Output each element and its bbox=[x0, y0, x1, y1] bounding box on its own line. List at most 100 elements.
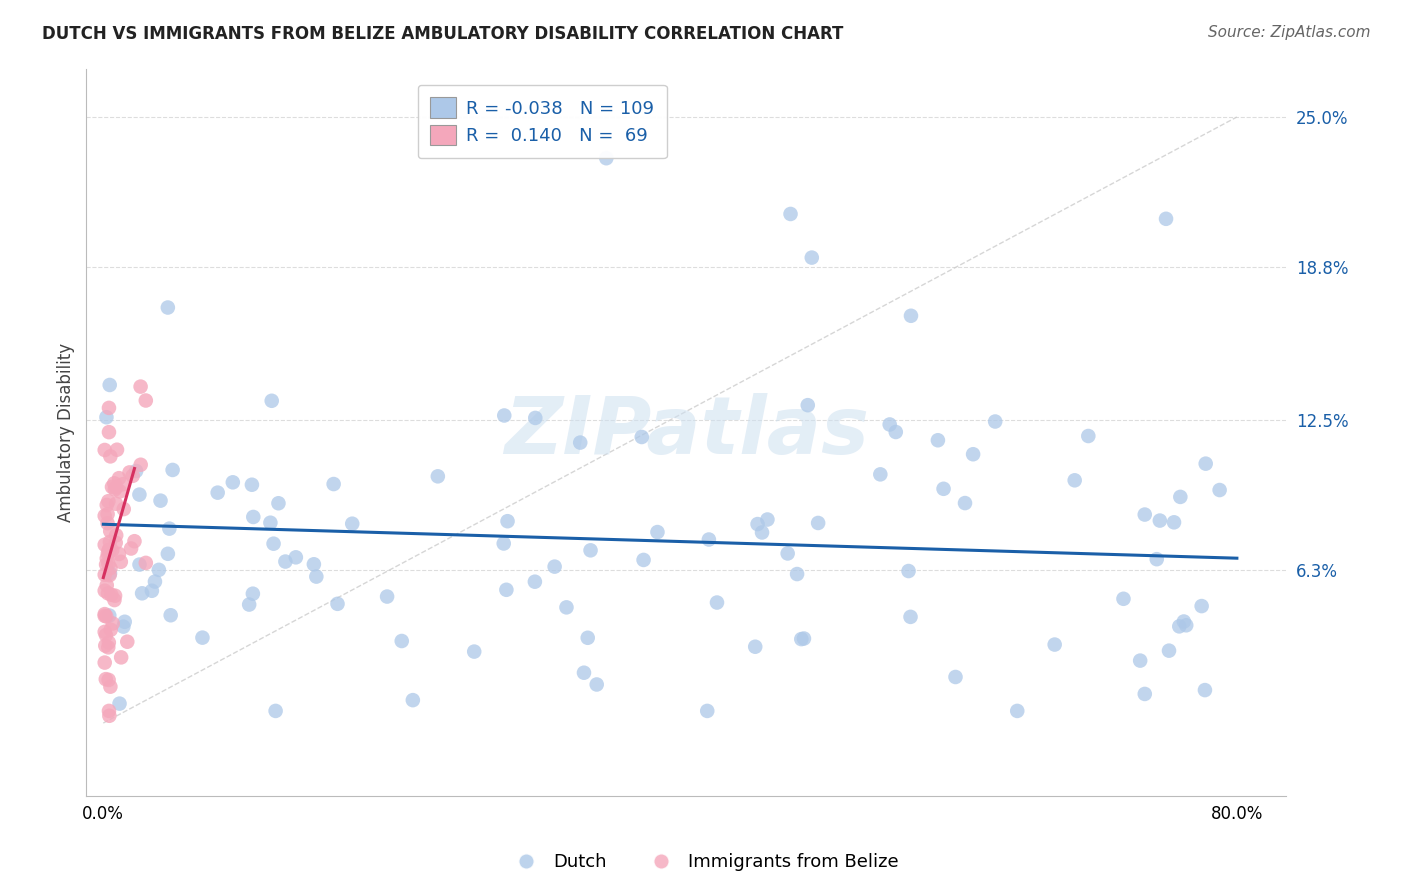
Point bbox=[463, 644, 485, 658]
Point bbox=[101, 480, 124, 494]
Point bbox=[1133, 687, 1156, 701]
Point bbox=[1208, 483, 1230, 497]
Point bbox=[744, 640, 766, 654]
Point bbox=[779, 207, 801, 221]
Point bbox=[101, 616, 124, 631]
Point bbox=[259, 516, 281, 530]
Point bbox=[1173, 615, 1195, 629]
Point bbox=[402, 693, 425, 707]
Point bbox=[242, 587, 264, 601]
Point bbox=[1146, 552, 1168, 566]
Point bbox=[103, 476, 125, 491]
Point bbox=[97, 543, 120, 558]
Y-axis label: Ambulatory Disability: Ambulatory Disability bbox=[58, 343, 75, 522]
Point bbox=[630, 430, 652, 444]
Point bbox=[94, 558, 117, 572]
Point bbox=[807, 516, 830, 530]
Point bbox=[97, 586, 120, 600]
Point bbox=[108, 547, 131, 561]
Point bbox=[101, 543, 124, 558]
Point bbox=[141, 583, 163, 598]
Point bbox=[128, 558, 150, 572]
Point bbox=[94, 628, 117, 642]
Point bbox=[104, 483, 127, 497]
Point bbox=[1191, 599, 1213, 613]
Point bbox=[98, 545, 121, 559]
Point bbox=[157, 522, 180, 536]
Point bbox=[1112, 591, 1135, 606]
Point bbox=[97, 704, 120, 718]
Point bbox=[156, 301, 179, 315]
Point bbox=[129, 458, 152, 472]
Point bbox=[96, 516, 118, 530]
Point bbox=[97, 543, 120, 558]
Point bbox=[706, 595, 728, 609]
Point bbox=[1149, 514, 1171, 528]
Point bbox=[94, 672, 117, 686]
Point bbox=[391, 634, 413, 648]
Point bbox=[97, 507, 120, 521]
Point bbox=[97, 547, 120, 561]
Point bbox=[97, 640, 120, 655]
Point bbox=[93, 656, 115, 670]
Point bbox=[97, 401, 120, 415]
Point bbox=[696, 704, 718, 718]
Point bbox=[884, 425, 907, 439]
Point bbox=[267, 496, 290, 510]
Point bbox=[1168, 490, 1191, 504]
Point bbox=[274, 555, 297, 569]
Point bbox=[131, 586, 153, 600]
Point bbox=[953, 496, 976, 510]
Point bbox=[108, 471, 131, 485]
Point bbox=[98, 708, 121, 723]
Point bbox=[100, 680, 122, 694]
Point bbox=[105, 497, 128, 511]
Point bbox=[129, 379, 152, 393]
Point bbox=[1133, 508, 1156, 522]
Point bbox=[148, 563, 170, 577]
Point bbox=[149, 493, 172, 508]
Point bbox=[1163, 516, 1185, 530]
Point bbox=[98, 566, 121, 581]
Point bbox=[900, 309, 922, 323]
Point bbox=[927, 434, 949, 448]
Point bbox=[128, 487, 150, 501]
Point bbox=[945, 670, 967, 684]
Point bbox=[242, 510, 264, 524]
Point bbox=[302, 558, 325, 572]
Point bbox=[793, 632, 815, 646]
Point bbox=[98, 378, 121, 392]
Point bbox=[572, 665, 595, 680]
Point bbox=[93, 508, 115, 523]
Point bbox=[110, 555, 132, 569]
Text: DUTCH VS IMMIGRANTS FROM BELIZE AMBULATORY DISABILITY CORRELATION CHART: DUTCH VS IMMIGRANTS FROM BELIZE AMBULATO… bbox=[42, 25, 844, 43]
Point bbox=[984, 415, 1007, 429]
Point bbox=[633, 553, 655, 567]
Legend: Dutch, Immigrants from Belize: Dutch, Immigrants from Belize bbox=[501, 847, 905, 879]
Point bbox=[118, 466, 141, 480]
Point bbox=[98, 568, 121, 582]
Point bbox=[322, 477, 344, 491]
Point bbox=[105, 442, 128, 457]
Point bbox=[100, 588, 122, 602]
Point bbox=[162, 463, 184, 477]
Point bbox=[1194, 683, 1216, 698]
Point bbox=[756, 512, 779, 526]
Point bbox=[96, 578, 118, 592]
Point bbox=[104, 589, 127, 603]
Point bbox=[1129, 654, 1152, 668]
Point bbox=[98, 535, 121, 549]
Point bbox=[869, 467, 891, 482]
Point bbox=[326, 597, 349, 611]
Point bbox=[284, 550, 307, 565]
Point bbox=[125, 464, 148, 478]
Point bbox=[375, 590, 398, 604]
Point bbox=[1175, 618, 1198, 632]
Point bbox=[135, 393, 157, 408]
Point bbox=[111, 477, 134, 491]
Point bbox=[143, 574, 166, 589]
Point bbox=[1195, 457, 1218, 471]
Point bbox=[93, 567, 115, 582]
Point bbox=[103, 593, 125, 607]
Point bbox=[98, 608, 121, 623]
